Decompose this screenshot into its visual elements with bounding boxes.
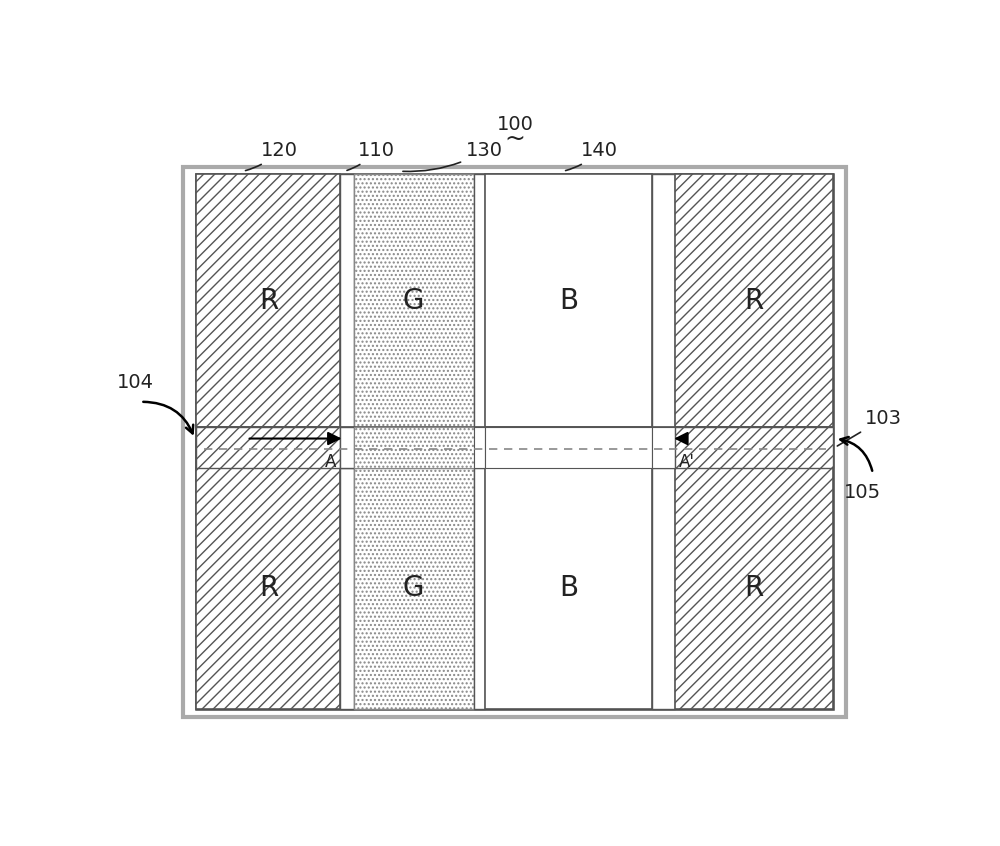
Text: A': A' [679,453,695,470]
Bar [340,174,354,427]
Bar [196,174,340,427]
Text: R: R [259,287,278,315]
Text: 140: 140 [566,141,618,171]
Text: G: G [403,574,424,602]
Bar [652,174,675,427]
Bar [485,468,652,709]
Text: A: A [325,453,337,470]
Text: B: B [559,574,578,602]
Text: ~: ~ [504,127,525,151]
Bar [354,427,474,468]
Bar [183,167,846,717]
Bar [675,427,833,468]
Text: 120: 120 [245,141,298,171]
Text: B: B [559,287,578,315]
Bar [474,427,485,468]
Text: R: R [745,287,764,315]
Bar [196,427,833,468]
Bar [652,468,675,709]
Text: 105: 105 [844,483,881,503]
Bar [485,427,652,468]
Bar [354,174,474,427]
Bar [474,468,485,709]
Text: R: R [745,574,764,602]
Bar [485,174,652,427]
Bar [196,427,340,468]
Bar [354,468,474,709]
Text: 100: 100 [496,115,533,134]
Text: 110: 110 [347,141,394,170]
Text: 104: 104 [117,373,154,392]
Bar [675,174,833,427]
Text: 130: 130 [403,141,503,172]
Text: 103: 103 [837,409,902,446]
Bar [196,468,340,709]
Bar [675,468,833,709]
Bar [340,427,354,468]
Text: G: G [403,287,424,315]
Bar [340,468,354,709]
Bar [474,174,485,427]
Text: R: R [259,574,278,602]
Bar [196,174,833,709]
Bar [652,427,675,468]
